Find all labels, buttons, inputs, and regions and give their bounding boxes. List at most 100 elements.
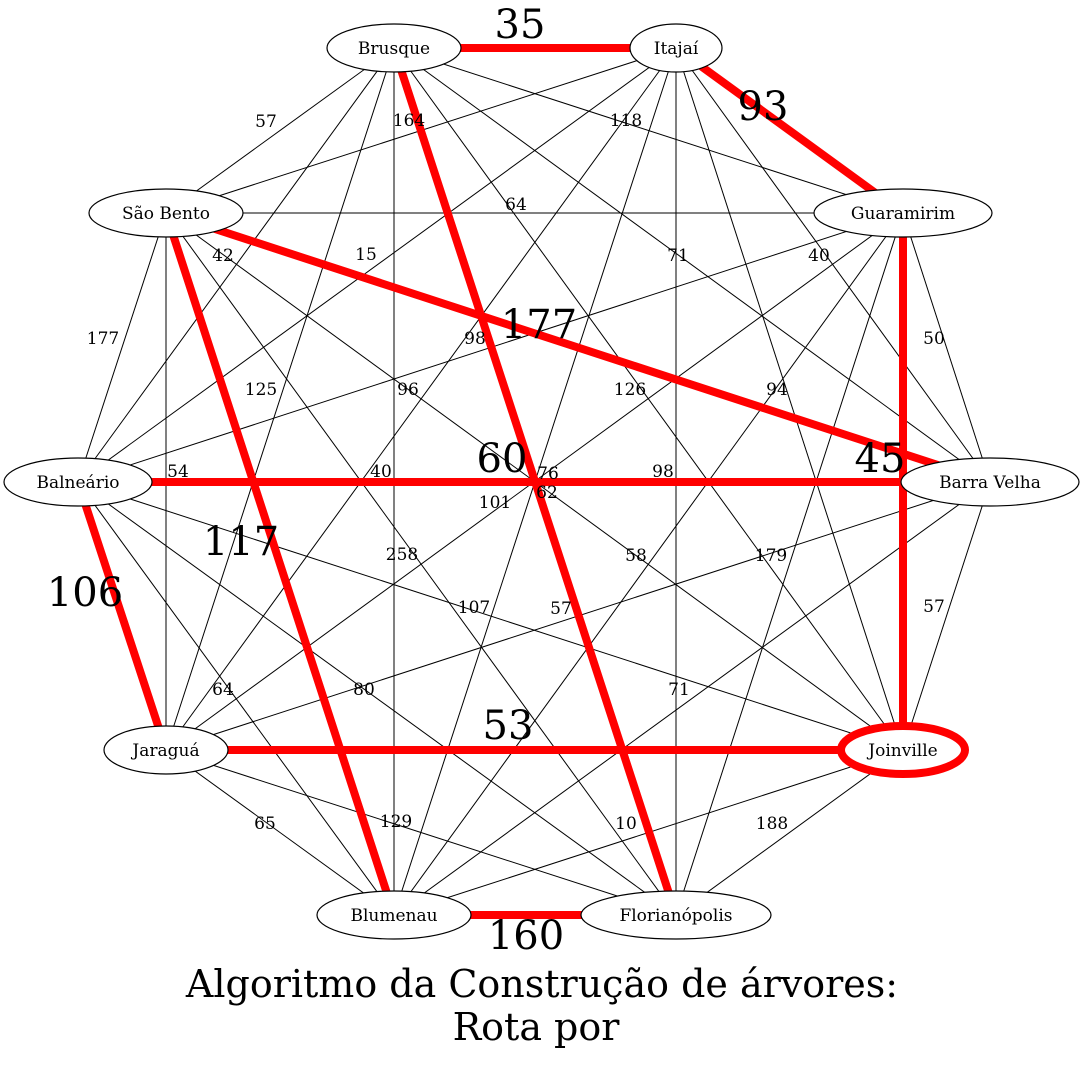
edge-weight-label: 179 xyxy=(755,546,787,566)
edge-barra-velha-joinville xyxy=(902,481,991,751)
edge-label-blumenau-florianopolis: 160 xyxy=(488,913,564,959)
edge-jaragua-blumenau xyxy=(165,749,395,916)
edge-balneario-joinville xyxy=(77,481,904,751)
edge-itajai-balneario xyxy=(77,47,677,483)
edge-weight-label: 98 xyxy=(652,462,674,482)
node-jaragua: Jaraguá xyxy=(103,725,229,775)
node-blumenau: Blumenau xyxy=(316,890,472,940)
node-sao-bento: São Bento xyxy=(88,188,244,238)
edge-jaragua-florianopolis xyxy=(165,749,677,916)
node-ellipse xyxy=(813,188,993,238)
edge-weight-label: 54 xyxy=(167,462,189,482)
node-ellipse xyxy=(837,722,969,778)
edge-weight-label: 98 xyxy=(464,329,486,349)
edge-brusque-jaragua xyxy=(165,47,395,751)
edge-label-sao-bento-barra-velha: 177 xyxy=(501,302,577,348)
edge-label-itajai-guaramirim: 93 xyxy=(738,84,789,130)
edge-label-sao-bento-blumenau: 117 xyxy=(203,519,279,565)
edge-weight-label: 10 xyxy=(615,814,637,834)
edge-barra-velha-blumenau xyxy=(393,481,991,916)
node-joinville: Joinville xyxy=(837,722,969,778)
node-label: Blumenau xyxy=(350,906,437,926)
node-brusque: Brusque xyxy=(326,23,462,73)
node-label: Joinville xyxy=(866,741,937,761)
edge-weight-label: 15 xyxy=(355,245,377,265)
edges-layer xyxy=(74,44,992,919)
node-ellipse xyxy=(900,457,1080,507)
edge-weight-label: 101 xyxy=(479,493,511,513)
diagram-title-line1: Algoritmo da Construção de árvores: xyxy=(185,962,898,1006)
edge-label-barra-velha-joinville: 57 xyxy=(923,597,945,617)
edge-balneario-florianopolis xyxy=(77,481,677,916)
node-ellipse xyxy=(103,725,229,775)
node-ellipse xyxy=(580,890,772,940)
edge-weight-label: 258 xyxy=(386,545,418,565)
edge-label-brusque-barra-velha: 71 xyxy=(667,246,689,266)
edge-label-guaramirim-barra-velha: 50 xyxy=(923,329,945,349)
edge-weight-label: 40 xyxy=(370,462,392,482)
edge-label-jaragua-joinville: 53 xyxy=(483,703,534,749)
node-label: Itajaí xyxy=(654,39,699,59)
node-label: Florianópolis xyxy=(619,906,732,926)
edge-weight-label: 64 xyxy=(212,680,234,700)
route-edge-itajai-guaramirim xyxy=(673,44,906,217)
node-label: Barra Velha xyxy=(939,473,1041,493)
node-guaramirim: Guaramirim xyxy=(813,188,993,238)
edge-guaramirim-barra-velha xyxy=(902,212,991,483)
edge-weight-label: 125 xyxy=(245,380,277,400)
edge-weight-label: 71 xyxy=(668,680,690,700)
edge-label-brusque-itajai: 35 xyxy=(495,2,546,48)
edge-weight-label: 96 xyxy=(397,380,419,400)
diagram-title-line2: Rota por xyxy=(453,1005,621,1049)
edge-brusque-guaramirim xyxy=(393,47,904,214)
node-label: Balneário xyxy=(36,473,119,493)
edge-label-sao-bento-guaramirim: 64 xyxy=(505,195,527,215)
node-barra-velha: Barra Velha xyxy=(900,457,1080,507)
edge-sao-bento-balneario xyxy=(77,212,167,483)
edge-joinville-florianopolis xyxy=(675,749,904,916)
edge-label-brusque-joinville: 126 xyxy=(614,380,646,400)
node-ellipse xyxy=(629,23,723,73)
edge-weight-label: 80 xyxy=(353,680,375,700)
edge-label-sao-bento-balneario: 177 xyxy=(87,329,119,349)
node-label: Brusque xyxy=(358,39,430,59)
edge-label-joinville-florianopolis: 188 xyxy=(756,814,788,834)
node-label: Jaraguá xyxy=(130,741,199,761)
edge-brusque-balneario xyxy=(77,47,395,483)
edge-weight-label: 76 xyxy=(537,464,559,484)
edge-guaramirim-florianopolis xyxy=(675,212,904,916)
node-balneario: Balneário xyxy=(3,457,153,507)
node-ellipse xyxy=(316,890,472,940)
route-edge-sao-bento-blumenau xyxy=(162,211,398,917)
edge-itajai-joinville xyxy=(675,47,904,751)
edge-weight-label: 94 xyxy=(766,380,788,400)
edge-brusque-sao-bento xyxy=(165,47,395,214)
edge-balneario-blumenau xyxy=(77,481,395,916)
edge-label-itajai-barra-velha: 40 xyxy=(808,246,830,266)
edge-label-brusque-sao-bento: 57 xyxy=(255,112,277,132)
node-ellipse xyxy=(326,23,462,73)
edge-weight-label: 58 xyxy=(625,546,647,566)
route-edge-sao-bento-barra-velha xyxy=(164,209,992,486)
node-label: Guaramirim xyxy=(851,204,955,224)
edge-label-jaragua-blumenau: 65 xyxy=(254,814,276,834)
edge-itajai-barra-velha xyxy=(675,47,991,483)
node-ellipse xyxy=(88,188,244,238)
edge-label-guaramirim-joinville: 45 xyxy=(855,436,906,482)
edge-weight-label: 107 xyxy=(458,598,490,618)
edge-label-brusque-guaramirim: 118 xyxy=(610,111,642,131)
edge-brusque-barra-velha xyxy=(393,47,991,483)
edge-label-brusque-florianopolis: 164 xyxy=(393,111,425,131)
edge-weight-label: 57 xyxy=(550,599,572,619)
node-florianopolis: Florianópolis xyxy=(580,890,772,940)
edge-weight-label: 42 xyxy=(212,246,234,266)
edge-label-jaragua-florianopolis: 129 xyxy=(380,812,412,832)
node-ellipse xyxy=(3,457,153,507)
route-edge-balneario-jaragua xyxy=(74,480,170,752)
node-itajai: Itajaí xyxy=(629,23,723,73)
nodes-layer: Brusque Itajaí São Bento Guaramirim Balneári… xyxy=(3,23,1080,940)
edge-label-balneario-jaragua: 106 xyxy=(47,570,123,616)
